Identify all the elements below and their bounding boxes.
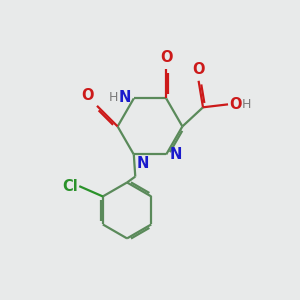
Text: O: O (82, 88, 94, 103)
Text: Cl: Cl (62, 178, 78, 194)
Text: H: H (241, 98, 251, 111)
Text: N: N (170, 147, 182, 162)
Text: O: O (230, 97, 242, 112)
Text: N: N (119, 90, 131, 105)
Text: O: O (160, 50, 172, 65)
Text: O: O (192, 62, 205, 77)
Text: H: H (109, 91, 119, 104)
Text: N: N (136, 156, 148, 171)
